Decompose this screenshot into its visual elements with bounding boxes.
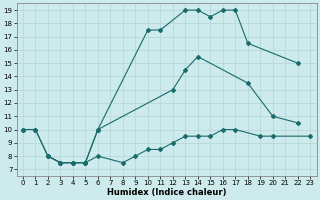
X-axis label: Humidex (Indice chaleur): Humidex (Indice chaleur) [107, 188, 226, 197]
